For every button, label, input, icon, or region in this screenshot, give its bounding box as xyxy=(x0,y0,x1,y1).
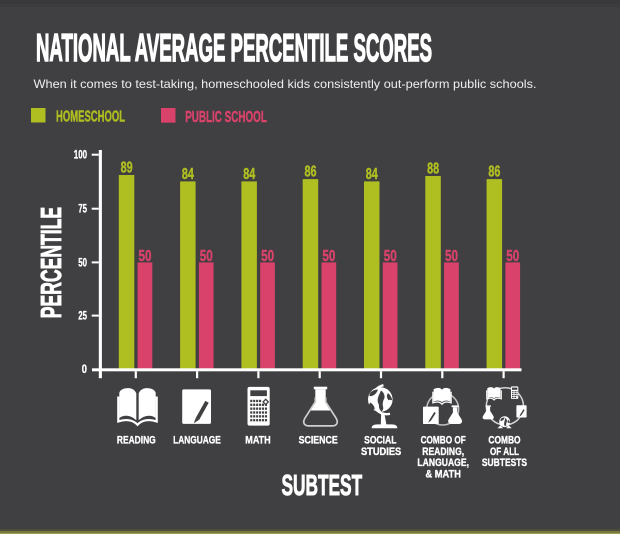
svg-text:50: 50 xyxy=(322,248,335,265)
svg-text:LANGUAGE,: LANGUAGE, xyxy=(417,457,469,469)
svg-text:89: 89 xyxy=(121,160,133,177)
svg-text:PERCENTILE: PERCENTILE xyxy=(36,207,68,318)
svg-text:88: 88 xyxy=(427,161,439,178)
svg-text:SOCIAL: SOCIAL xyxy=(364,435,397,447)
svg-text:MATH: MATH xyxy=(245,435,270,447)
svg-text:SCIENCE: SCIENCE xyxy=(299,435,338,447)
svg-text:84: 84 xyxy=(182,166,194,183)
svg-text:50: 50 xyxy=(139,248,152,265)
svg-text:86: 86 xyxy=(488,164,500,181)
svg-text:& MATH: & MATH xyxy=(425,469,461,481)
svg-text:50: 50 xyxy=(506,248,519,265)
svg-text:100: 100 xyxy=(74,150,87,162)
svg-text:LANGUAGE: LANGUAGE xyxy=(173,435,221,447)
svg-text:READING: READING xyxy=(117,435,156,447)
svg-text:75: 75 xyxy=(78,204,87,216)
svg-text:50: 50 xyxy=(200,248,213,265)
svg-text:COMBO: COMBO xyxy=(488,435,521,447)
svg-text:SUBTEST: SUBTEST xyxy=(281,470,362,502)
svg-text:50: 50 xyxy=(384,248,397,265)
svg-text:OF ALL: OF ALL xyxy=(490,446,519,458)
svg-text:HOMESCHOOL: HOMESCHOOL xyxy=(56,109,125,126)
svg-text:84: 84 xyxy=(243,166,255,183)
svg-text:50: 50 xyxy=(445,248,458,265)
svg-text:50: 50 xyxy=(261,248,274,265)
svg-text:SUBTESTS: SUBTESTS xyxy=(482,457,527,469)
svg-text:READING,: READING, xyxy=(422,446,464,458)
svg-text:0: 0 xyxy=(82,364,87,376)
svg-text:86: 86 xyxy=(305,164,317,181)
svg-text:STUDIES: STUDIES xyxy=(361,446,401,458)
svg-text:COMBO OF: COMBO OF xyxy=(421,435,466,447)
svg-text:PUBLIC SCHOOL: PUBLIC SCHOOL xyxy=(185,109,267,126)
svg-text:50: 50 xyxy=(78,257,87,269)
svg-text:25: 25 xyxy=(78,311,87,323)
svg-text:NATIONAL AVERAGE PERCENTILE SC: NATIONAL AVERAGE PERCENTILE SCORES xyxy=(36,27,432,70)
svg-text:When it comes to test-taking,: When it comes to test-taking, homeschool… xyxy=(34,77,537,91)
svg-text:84: 84 xyxy=(366,166,378,183)
